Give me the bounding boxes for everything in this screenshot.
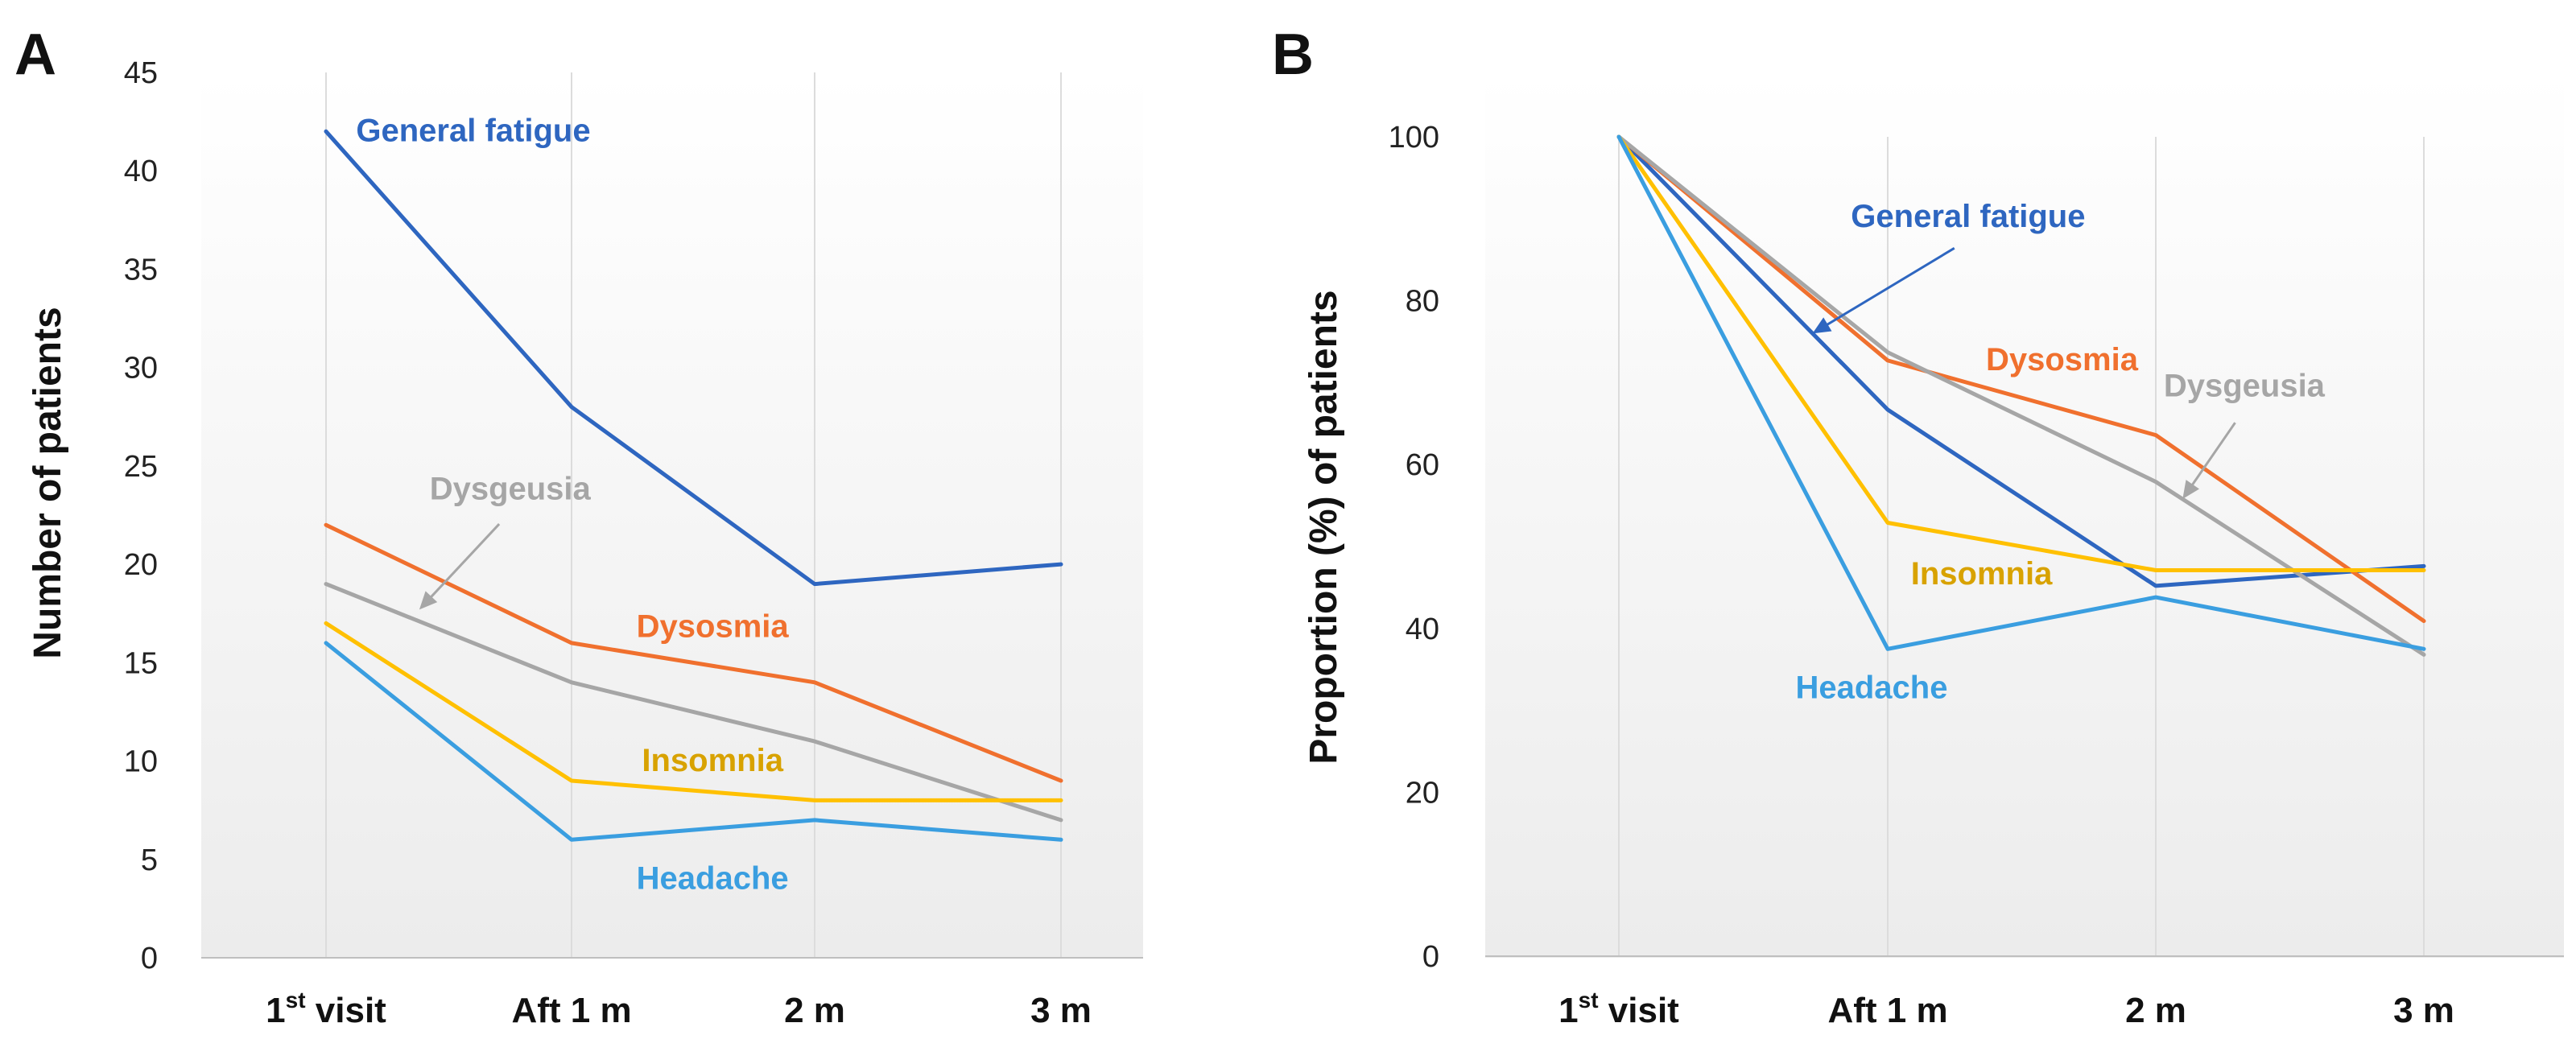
x-tick-label-b-2: 2 m bbox=[2125, 991, 2186, 1030]
y-tick-label-a-0: 0 bbox=[141, 942, 158, 975]
series-label-a-insomnia: Insomnia bbox=[642, 743, 783, 778]
plot-area-b bbox=[1485, 72, 2564, 958]
y-tick-label-a-35: 35 bbox=[124, 253, 158, 287]
series-label-b-dysosmia: Dysosmia bbox=[1986, 342, 2139, 377]
panel-a: A 0 5 10 15 20 25 30 35 40 45 1st visit Aft 1 m 2 m… bbox=[14, 23, 1143, 1030]
x-ticks-a: 1st visit Aft 1 m 2 m 3 m bbox=[266, 988, 1092, 1030]
y-tick-label-a-45: 45 bbox=[124, 56, 158, 90]
x-tick-label-a-2: 2 m bbox=[784, 991, 845, 1030]
y-tick-label-a-20: 20 bbox=[124, 548, 158, 582]
x-ticks-b: 1st visit Aft 1 m 2 m 3 m bbox=[1558, 988, 2454, 1030]
x-tick-label-a-1: Aft 1 m bbox=[511, 991, 631, 1030]
series-line-b-general-fatigue bbox=[1616, 134, 2426, 588]
plot-area-a bbox=[201, 72, 1143, 958]
series-label-a-dysgeusia: Dysgeusia bbox=[430, 471, 592, 506]
series-line-a-insomnia bbox=[324, 621, 1063, 802]
series-label-a-dysosmia: Dysosmia bbox=[637, 609, 790, 645]
y-ticks-a: 0 5 10 15 20 25 30 35 40 45 bbox=[124, 56, 158, 975]
panel-letter-a: A bbox=[14, 23, 56, 87]
series-lines-b bbox=[1616, 134, 2426, 657]
x-tick-label-b-1: Aft 1 m bbox=[1827, 991, 1947, 1030]
y-tick-label-b-100: 100 bbox=[1389, 121, 1439, 155]
series-lines-a bbox=[324, 129, 1063, 842]
series-line-a-headache bbox=[324, 641, 1063, 842]
label-arrowhead-b-dysgeusia bbox=[2182, 480, 2200, 499]
y-tick-label-b-20: 20 bbox=[1406, 776, 1439, 810]
series-label-b-insomnia: Insomnia bbox=[1911, 556, 2053, 592]
label-arrowhead-b-general-fatigue bbox=[1812, 317, 1832, 334]
series-labels-b: General fatigue Dysosmia Dysgeusia Insomnia… bbox=[1795, 199, 2325, 705]
y-tick-label-a-40: 40 bbox=[124, 155, 158, 188]
series-label-a-headache: Headache bbox=[637, 860, 789, 896]
series-label-a-general-fatigue: General fatigue bbox=[356, 113, 590, 149]
x-tick-label-a-3: 3 m bbox=[1030, 991, 1092, 1030]
y-tick-label-a-10: 10 bbox=[124, 745, 158, 779]
label-arrow-a-dysgeusia bbox=[421, 523, 501, 607]
y-axis-label-b: Proportion (%) of patients bbox=[1302, 290, 1345, 764]
series-label-b-headache: Headache bbox=[1795, 670, 1947, 705]
panel-b: B 0 20 40 60 80 100 1st visit Aft 1 m 2 m 3 m Pr… bbox=[1272, 23, 2564, 1030]
series-line-a-dysgeusia bbox=[324, 582, 1063, 823]
y-tick-label-b-40: 40 bbox=[1406, 612, 1439, 646]
y-tick-label-b-60: 60 bbox=[1406, 448, 1439, 482]
series-label-b-dysgeusia: Dysgeusia bbox=[2164, 369, 2326, 404]
x-tick-label-a-0: 1st visit bbox=[266, 988, 386, 1030]
series-line-b-dysosmia bbox=[1616, 134, 2426, 624]
series-labels-a: General fatigue Dysgeusia Dysosmia Insomnia… bbox=[356, 113, 789, 897]
y-tick-label-b-0: 0 bbox=[1422, 940, 1439, 974]
gridlines-a bbox=[201, 72, 1143, 959]
series-line-b-headache bbox=[1616, 134, 2426, 651]
y-axis-label-a: Number of patients bbox=[27, 307, 69, 658]
label-arrowhead-a-dysgeusia bbox=[419, 591, 438, 610]
gridlines-b bbox=[1485, 137, 2564, 957]
y-tick-label-a-5: 5 bbox=[141, 843, 158, 877]
series-label-b-general-fatigue: General fatigue bbox=[1851, 199, 2085, 234]
x-tick-label-b-0: 1st visit bbox=[1558, 988, 1679, 1030]
label-arrow-b-dysgeusia bbox=[2184, 422, 2236, 496]
series-line-b-insomnia bbox=[1616, 134, 2426, 572]
y-tick-label-a-15: 15 bbox=[124, 646, 158, 680]
x-tick-label-b-3: 3 m bbox=[2393, 991, 2454, 1030]
y-tick-label-a-30: 30 bbox=[124, 352, 158, 386]
label-arrow-b-general-fatigue bbox=[1815, 247, 1955, 332]
series-line-a-dysosmia bbox=[324, 522, 1063, 783]
y-ticks-b: 0 20 40 60 80 100 bbox=[1389, 121, 1439, 974]
y-tick-label-a-25: 25 bbox=[124, 450, 158, 484]
panel-letter-b: B bbox=[1272, 23, 1314, 87]
y-tick-label-b-80: 80 bbox=[1406, 285, 1439, 319]
series-line-a-general-fatigue bbox=[324, 129, 1063, 587]
